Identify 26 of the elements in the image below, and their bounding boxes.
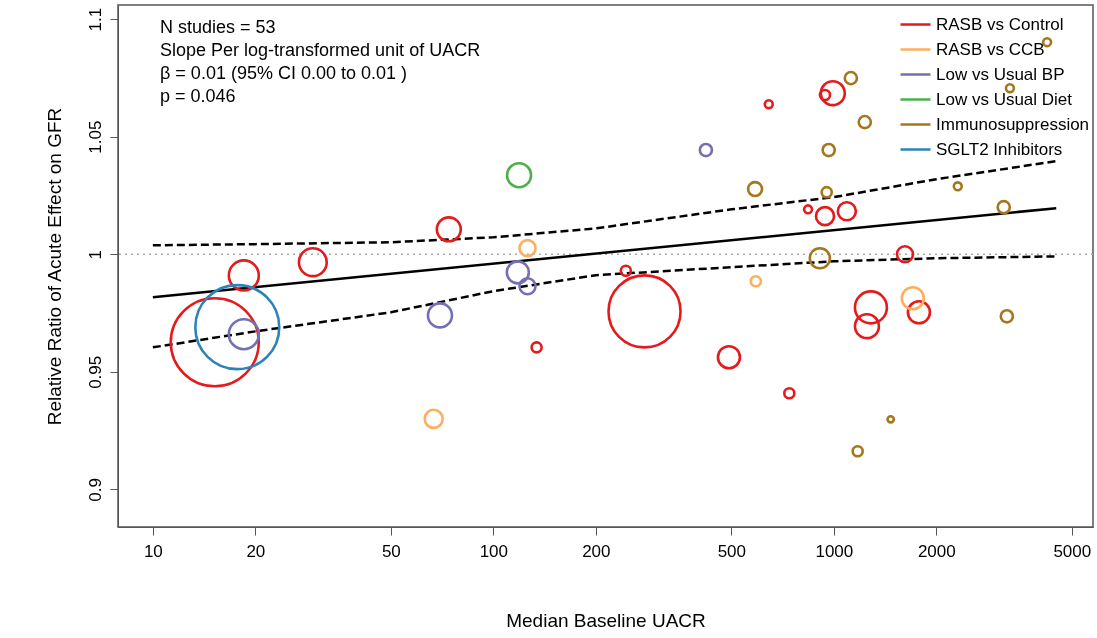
x-tick-label: 50 (381, 541, 401, 561)
legend-label: Low vs Usual BP (936, 64, 1065, 84)
legend-label: Immunosuppression (936, 114, 1090, 134)
annotation: β = 0.01 (95% CI 0.00 to 0.01 ) (160, 63, 407, 83)
annotation: p = 0.046 (160, 86, 236, 106)
y-tick-label: 0.9 (85, 478, 105, 502)
y-axis-title: Relative Ratio of Acute Effect on GFR (43, 107, 65, 426)
y-tick-label: 1 (85, 250, 105, 260)
annotation: N studies = 53 (160, 17, 276, 37)
x-tick-label: 100 (479, 541, 509, 561)
legend-label: Low vs Usual Diet (936, 89, 1073, 109)
legend-label: RASB vs CCB (936, 39, 1045, 59)
legend-label: SGLT2 Inhibitors (936, 139, 1063, 159)
y-tick-label: 1.05 (85, 120, 105, 154)
y-tick-label: 1.1 (85, 7, 105, 32)
x-axis-title: Median Baseline UACR (506, 609, 706, 631)
x-tick-label: 2000 (917, 541, 956, 561)
x-tick-label: 5000 (1053, 541, 1092, 561)
x-tick-label: 200 (582, 541, 611, 561)
y-tick-label: 0.95 (85, 355, 105, 389)
x-tick-label: 20 (246, 541, 266, 561)
annotation: Slope Per log-transformed unit of UACR (160, 40, 481, 60)
legend-label: RASB vs Control (936, 14, 1064, 34)
x-tick-label: 10 (143, 541, 163, 561)
x-tick-label: 1000 (815, 541, 854, 561)
x-tick-label: 500 (717, 541, 747, 561)
